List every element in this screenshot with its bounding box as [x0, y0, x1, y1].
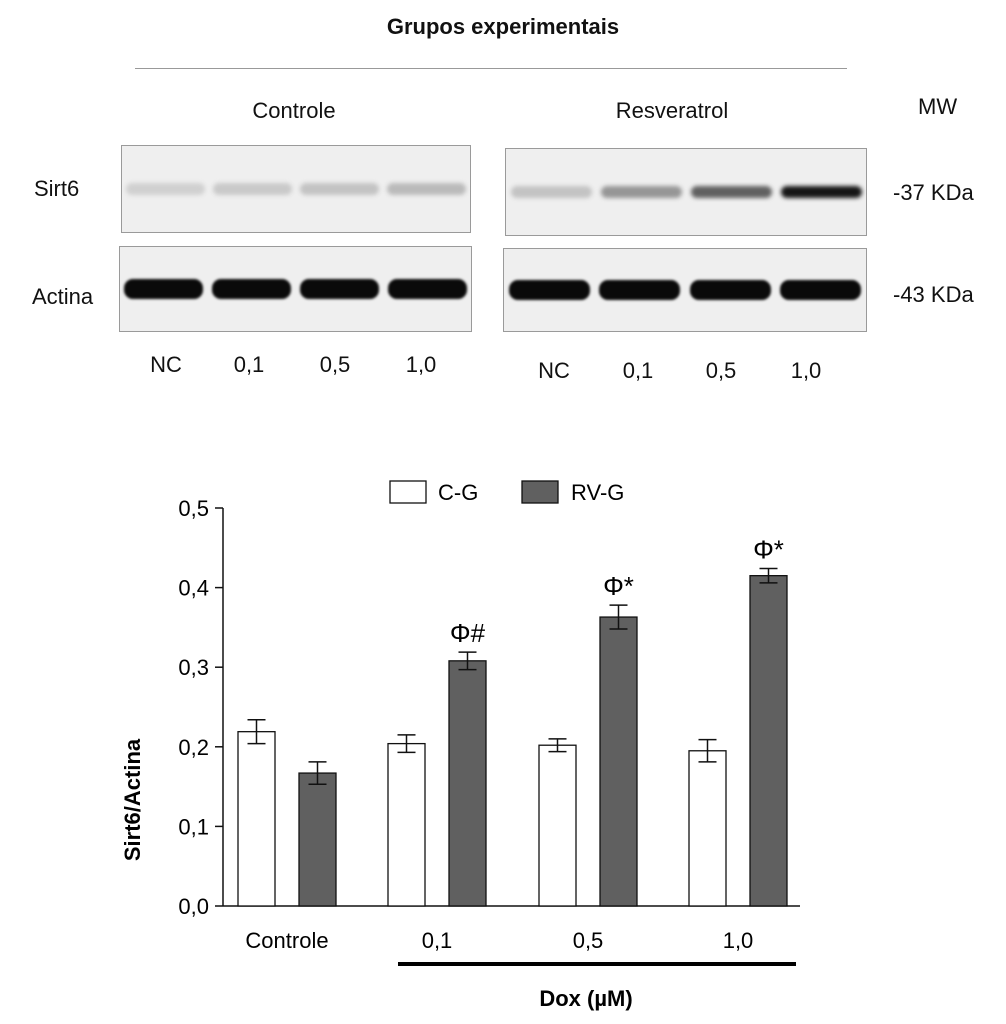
- blot-resveratrol-sirt6: [505, 148, 867, 236]
- blot-band: [300, 183, 379, 195]
- figure-title: Grupos experimentais: [386, 14, 620, 39]
- group-label-resveratrol: Resveratrol: [615, 98, 729, 123]
- row-label-actina: Actina: [32, 284, 94, 309]
- y-tick-label: 0,1: [178, 814, 209, 839]
- bar-c-g: [538, 744, 577, 907]
- x-tick-label: 0,1: [422, 928, 453, 953]
- y-tick-label: 0,3: [178, 655, 209, 680]
- blot-band: [212, 279, 292, 299]
- blot-band: [213, 183, 292, 195]
- title-divider: [135, 68, 847, 69]
- y-tick-label: 0,2: [178, 735, 209, 760]
- blot-band: [387, 279, 467, 299]
- x-tick-label: 1,0: [723, 928, 754, 953]
- legend-label-cg: C-G: [438, 480, 478, 505]
- mw-marker-sirt6: -37 KDa: [893, 180, 974, 205]
- bar-c-g: [387, 742, 426, 907]
- blot-band: [124, 279, 204, 299]
- y-tick-label: 0,4: [178, 576, 209, 601]
- mw-label: MW: [918, 94, 958, 119]
- group-label-controle: Controle: [252, 98, 336, 123]
- blot-band: [780, 186, 862, 198]
- blot-band: [599, 280, 681, 300]
- bar-c-g: [237, 731, 276, 907]
- blot-controle-sirt6: [121, 145, 471, 233]
- row-label-sirt6: Sirt6: [34, 176, 80, 201]
- significance-marker: Φ#: [450, 618, 486, 648]
- legend-swatch-rvg: [521, 480, 559, 504]
- blot-band: [510, 186, 592, 198]
- x-tick-label: Controle: [245, 928, 328, 953]
- lane-label: 1,0: [405, 352, 437, 377]
- legend-label-rvg: RV-G: [571, 480, 624, 505]
- lane-label: NC: [150, 352, 182, 377]
- lane-label: NC: [538, 358, 570, 383]
- blot-band: [126, 183, 205, 195]
- blot-band: [299, 279, 379, 299]
- bar-chart: Sirt6/Actina Dox (µM) C-G RV-G 0,0 0,1 0,2…: [120, 480, 800, 1011]
- blot-band: [690, 186, 772, 198]
- blot-band: [387, 183, 466, 195]
- blot-band: [689, 280, 771, 300]
- blot-band: [508, 280, 590, 300]
- blot-band: [600, 186, 682, 198]
- bar-rv-g: [448, 660, 487, 907]
- significance-marker: Φ*: [603, 571, 634, 601]
- blot-controle-actina: [119, 246, 472, 332]
- y-tick-label: 0,0: [178, 894, 209, 919]
- y-axis-label: Sirt6/Actina: [120, 738, 145, 861]
- lane-label: 0,1: [622, 358, 654, 383]
- x-tick-label: 0,5: [573, 928, 604, 953]
- lane-label: 0,5: [705, 358, 737, 383]
- x-axis-label: Dox (µM): [539, 986, 632, 1011]
- bar-c-g: [688, 750, 727, 907]
- lane-label: 0,1: [233, 352, 265, 377]
- y-tick-label: 0,5: [178, 496, 209, 521]
- lane-label: 1,0: [790, 358, 822, 383]
- bar-rv-g: [298, 772, 337, 907]
- bar-rv-g: [749, 575, 788, 907]
- legend-swatch-cg: [389, 480, 427, 504]
- blot-band: [780, 280, 862, 300]
- significance-marker: Φ*: [753, 534, 784, 564]
- mw-marker-actina: -43 KDa: [893, 282, 974, 307]
- bar-rv-g: [599, 616, 638, 907]
- lane-label: 0,5: [319, 352, 351, 377]
- blot-resveratrol-actina: [503, 248, 867, 332]
